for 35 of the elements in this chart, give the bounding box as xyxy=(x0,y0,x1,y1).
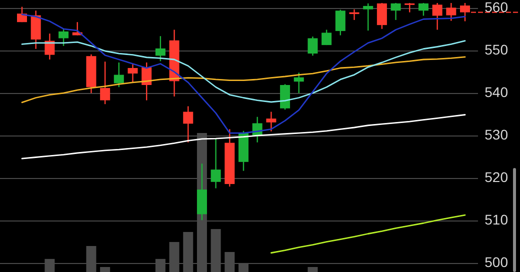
y-tick-label: 560 xyxy=(484,0,508,16)
y-tick-label: 520 xyxy=(484,169,508,186)
y-tick-label: 530 xyxy=(484,126,508,143)
bar xyxy=(100,266,110,272)
candlestick xyxy=(266,111,276,132)
line-series xyxy=(21,40,466,103)
candlestick xyxy=(363,2,374,32)
bar xyxy=(308,266,318,272)
candlestick xyxy=(58,28,69,46)
y-tick-label: 540 xyxy=(484,84,508,100)
line-series xyxy=(21,114,466,160)
candlestick xyxy=(446,2,456,22)
candlestick xyxy=(114,62,124,88)
candlestick xyxy=(294,72,304,94)
candlestick xyxy=(183,106,194,143)
candlestick xyxy=(308,36,318,56)
candlestick xyxy=(155,36,166,62)
candlestick xyxy=(390,2,401,21)
candlestick xyxy=(100,61,110,105)
candlestick xyxy=(376,2,387,30)
candlestick xyxy=(335,9,346,36)
y-tick-label: 500 xyxy=(484,254,508,270)
candlestick xyxy=(17,6,27,23)
candlestick xyxy=(418,2,428,16)
y-tick-label: 550 xyxy=(484,42,508,58)
line-series xyxy=(21,56,466,104)
candlestick xyxy=(460,2,470,22)
candlestick xyxy=(280,84,290,110)
candlestick xyxy=(128,64,138,84)
candlestick xyxy=(404,2,415,13)
candlestick xyxy=(210,138,221,189)
candlestick xyxy=(322,29,332,46)
candlestick xyxy=(432,2,442,30)
y-tick-label: 510 xyxy=(484,212,508,228)
line-series xyxy=(270,214,466,254)
